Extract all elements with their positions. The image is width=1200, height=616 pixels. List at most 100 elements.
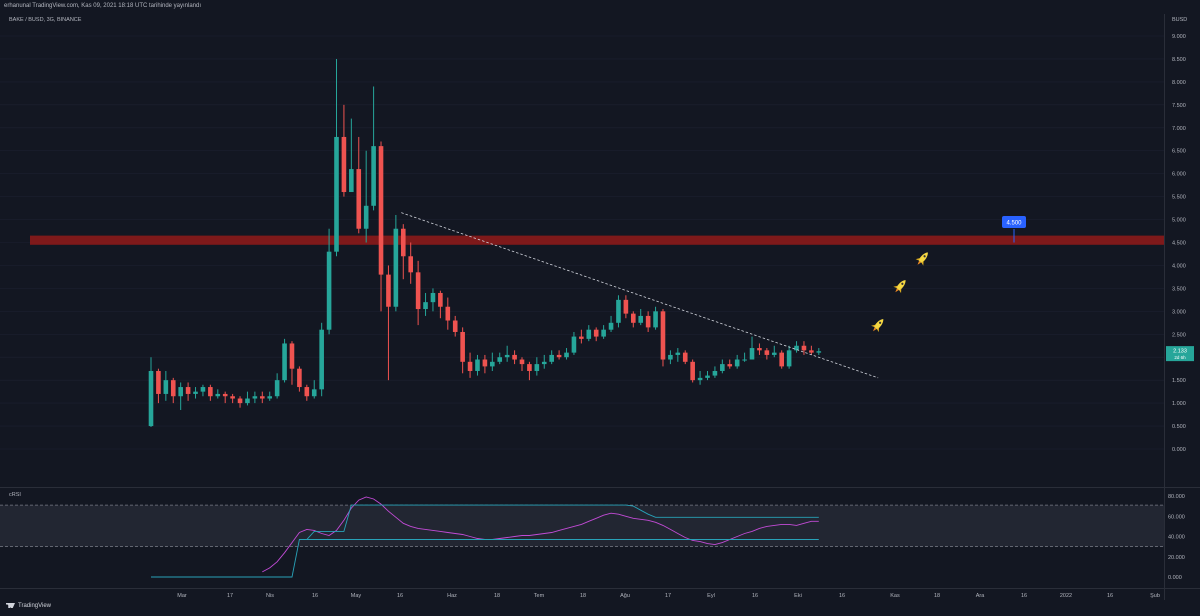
rocket-icon xyxy=(871,318,884,333)
candle-up xyxy=(734,359,740,367)
candle-up xyxy=(712,370,718,376)
candle-down xyxy=(779,352,784,367)
candle-up xyxy=(363,205,369,229)
candle-up xyxy=(586,329,592,339)
candle-down xyxy=(757,348,762,351)
rocket-flame xyxy=(917,260,922,265)
candle-up xyxy=(274,380,280,397)
brand-label: TradingView xyxy=(18,603,52,610)
candle-up xyxy=(371,146,376,206)
time-tick-label: 16 xyxy=(1107,593,1113,599)
time-tick-label: 16 xyxy=(839,593,845,599)
candle-down xyxy=(438,292,443,307)
time-tick-label: 18 xyxy=(934,593,940,599)
candle-down xyxy=(341,136,347,193)
indicator-label: cRSI xyxy=(9,492,21,498)
candle-up xyxy=(245,398,250,404)
rocket-fins xyxy=(915,258,924,266)
price-axis-border xyxy=(1164,14,1165,600)
candle-down xyxy=(682,352,688,362)
candle-up xyxy=(720,364,725,371)
current-price-badge xyxy=(1166,346,1194,362)
price-tick-label: 9.000 xyxy=(1172,34,1186,40)
price-tick-label: 3.000 xyxy=(1172,309,1186,315)
candle-up xyxy=(148,370,154,427)
candle-down xyxy=(556,354,562,358)
candle-down xyxy=(593,329,599,337)
candle-down xyxy=(304,387,310,397)
candle-down xyxy=(623,299,629,314)
price-tick-label: 4.500 xyxy=(1172,241,1186,247)
candle-up xyxy=(504,354,510,358)
candle-down xyxy=(764,350,770,355)
candle-up xyxy=(319,329,324,390)
crsi-tick-label: 40.000 xyxy=(1168,535,1185,541)
target-marker: 4.500 xyxy=(1002,216,1026,243)
time-tick-label: Eki xyxy=(794,593,802,599)
candle-up xyxy=(282,343,287,381)
rocket-window xyxy=(923,255,926,258)
descending-trendline xyxy=(401,212,879,379)
time-tick-label: Mar xyxy=(177,593,187,599)
candle-down xyxy=(260,396,265,399)
candle-up xyxy=(423,302,428,310)
price-tick-label: 3.500 xyxy=(1172,286,1186,292)
time-tick-label: Ara xyxy=(976,593,986,599)
time-tick-label: Eyl xyxy=(707,593,715,599)
rocket-body xyxy=(918,252,928,263)
price-tick-label: 6.500 xyxy=(1172,149,1186,155)
candle-down xyxy=(645,315,651,328)
candle-up xyxy=(601,329,606,337)
price-tick-label: 0.500 xyxy=(1172,424,1186,430)
price-tick-label: 7.500 xyxy=(1172,103,1186,109)
time-tick-label: 16 xyxy=(312,593,318,599)
candle-up xyxy=(816,351,822,353)
candle-down xyxy=(809,350,814,353)
candle-up xyxy=(490,361,495,367)
price-axis: 0.0000.5001.0001.5002.0002.5003.0003.500… xyxy=(1166,34,1194,453)
candle-down xyxy=(727,364,733,367)
candle-down xyxy=(482,359,488,367)
candle-up xyxy=(616,299,621,323)
price-tick-label: 0.000 xyxy=(1172,447,1186,453)
time-tick-label: 18 xyxy=(494,593,500,599)
time-tick-label: 16 xyxy=(752,593,758,599)
rocket-body xyxy=(896,279,906,291)
candle-up xyxy=(742,359,747,361)
time-tick-label: 17 xyxy=(227,593,233,599)
candle-down xyxy=(400,228,406,257)
candle-down xyxy=(467,361,473,371)
target-label: 4.500 xyxy=(1006,221,1022,227)
rocket-fins xyxy=(871,324,880,333)
candle-down xyxy=(170,380,176,397)
trendline xyxy=(401,212,879,379)
rocket-icon xyxy=(893,279,906,294)
time-tick-label: 16 xyxy=(1021,593,1027,599)
rocket-annotations xyxy=(871,252,928,333)
candle-up xyxy=(541,361,547,365)
tradingview-footer[interactable]: TradingView xyxy=(6,603,51,609)
candle-up xyxy=(705,375,710,378)
candle-down xyxy=(297,368,302,388)
candle-down xyxy=(519,359,525,365)
candle-down xyxy=(690,361,695,381)
crsi-tick-label: 60.000 xyxy=(1168,514,1185,520)
candle-down xyxy=(356,169,362,229)
pane-separator[interactable] xyxy=(0,487,1200,488)
symbol-label: BAKE / BUSD, 3G, BINANCE xyxy=(9,17,82,23)
price-tick-label: 6.000 xyxy=(1172,172,1186,178)
tradingview-logo-icon xyxy=(6,603,15,608)
candle-down xyxy=(452,320,458,332)
time-tick-label: Şub xyxy=(1150,593,1160,599)
candle-up xyxy=(749,348,755,360)
rocket-icon xyxy=(915,252,928,266)
time-tick-label: 2022 xyxy=(1060,593,1072,599)
candle-up xyxy=(311,389,317,397)
crsi-tick-label: 80.000 xyxy=(1168,494,1185,500)
time-tick-label: 18 xyxy=(580,593,586,599)
candle-down xyxy=(660,311,666,360)
price-tick-label: 2.500 xyxy=(1172,332,1186,338)
candle-down xyxy=(289,343,295,369)
resistance-band xyxy=(30,235,1164,245)
